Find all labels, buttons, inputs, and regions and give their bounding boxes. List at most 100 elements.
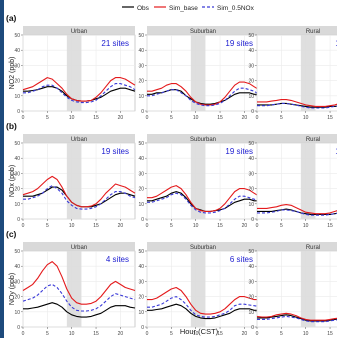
series-line-sim-0-5nox <box>23 185 136 210</box>
facet-urban: Urban 0 10 20 30 40 50 0 5 10 15 20 21 sites <box>14 26 136 121</box>
x-tick-label: 10 <box>193 223 199 229</box>
x-tick-label: 10 <box>303 331 309 337</box>
y-tick-label: 10 <box>248 94 254 100</box>
shaded-period <box>66 143 82 219</box>
panel-label: (c) <box>6 229 17 239</box>
y-tick-label: 30 <box>248 279 254 285</box>
facet-title: Suburban <box>190 29 216 35</box>
x-tick-label: 5 <box>170 223 173 229</box>
x-tick-label: 20 <box>242 331 248 337</box>
legend-base-label: Sim_base <box>169 5 198 12</box>
x-tick-label: 15 <box>327 115 333 121</box>
x-tick-label: 10 <box>69 331 75 337</box>
y-tick-label: 10 <box>138 202 144 208</box>
facet-strip <box>147 26 259 35</box>
y-tick-label: 40 <box>14 156 20 162</box>
y-tick-label: 30 <box>138 171 144 177</box>
facet-rural: Rural010203040500510152014 sites <box>248 26 337 121</box>
series-line-obs <box>257 314 337 322</box>
x-tick-label: 5 <box>280 115 283 121</box>
y-tick-label: 40 <box>248 48 254 54</box>
panel-label: (b) <box>6 121 17 131</box>
x-tick-label: 20 <box>118 223 124 229</box>
x-tick-label: 5 <box>46 115 49 121</box>
y-tick-label: 50 <box>138 141 144 147</box>
y-tick-label: 0 <box>17 217 20 223</box>
facet-title: Suburban <box>190 137 216 143</box>
y-tick-label: 50 <box>14 33 20 39</box>
y-tick-label: 20 <box>138 79 144 85</box>
plot-area <box>256 250 337 328</box>
y-tick-label: 0 <box>17 109 20 115</box>
y-tick-label: 30 <box>138 279 144 285</box>
x-tick-label: 15 <box>327 223 333 229</box>
x-tick-label: 5 <box>280 331 283 337</box>
y-tick-label: 50 <box>248 141 254 147</box>
y-tick-label: 40 <box>138 48 144 54</box>
facet-title: Urban <box>71 245 87 251</box>
facet-rural: Rural01020304050051015206 sites <box>248 242 337 337</box>
x-tick-label: 15 <box>93 331 99 337</box>
facet-urban: Urban 0 10 20 30 40 50 0 5 10 15 20 4 sites <box>14 242 136 337</box>
x-tick-label: 0 <box>146 223 149 229</box>
y-tick-label: 50 <box>138 249 144 255</box>
y-tick-label: 20 <box>248 295 254 301</box>
x-tick-label: 0 <box>256 331 259 337</box>
y-tick-label: 20 <box>14 79 20 85</box>
series-line-obs <box>257 102 337 108</box>
y-tick-label: 40 <box>14 264 20 270</box>
y-tick-label: 0 <box>17 325 20 331</box>
x-tick-label: 20 <box>118 115 124 121</box>
y-tick-label: 10 <box>248 310 254 316</box>
series-line-sim-0-5nox <box>257 102 337 109</box>
series-line-sim-base <box>257 99 337 107</box>
series-line-sim-base <box>257 204 337 215</box>
facet-title: Suburban <box>190 245 216 251</box>
y-tick-label: 0 <box>141 109 144 115</box>
x-tick-label: 5 <box>46 331 49 337</box>
y-tick-label: 30 <box>14 171 20 177</box>
y-tick-label: 20 <box>14 187 20 193</box>
y-tick-label: 20 <box>248 79 254 85</box>
x-tick-label: 10 <box>193 115 199 121</box>
facet-suburban: Suburban 0 10 20 30 40 50 0 5 10 15 20 6 sites <box>138 242 260 337</box>
x-tick-label: 0 <box>256 223 259 229</box>
series-line-sim-base <box>22 175 136 208</box>
series-line-sim-base <box>147 81 260 106</box>
x-tick-label: 5 <box>170 115 173 121</box>
facet-title: Rural <box>306 245 320 251</box>
series-line-obs <box>257 208 337 215</box>
y-tick-label: 50 <box>14 249 20 255</box>
y-tick-label: 50 <box>248 249 254 255</box>
shaded-period <box>66 251 82 327</box>
x-tick-label: 0 <box>22 115 25 121</box>
x-axis-title: Hour (CST) <box>180 327 219 336</box>
series-line-obs <box>23 302 136 318</box>
facet-strip <box>147 242 259 251</box>
site-count: 6 sites <box>230 255 253 264</box>
series-line-sim-0-5nox <box>147 87 260 107</box>
x-tick-label: 10 <box>303 115 309 121</box>
series-line-obs <box>147 303 259 320</box>
x-tick-label: 0 <box>22 331 25 337</box>
y-tick-label: 20 <box>138 187 144 193</box>
facet-strip <box>257 26 337 35</box>
y-tick-label: 10 <box>138 310 144 316</box>
y-tick-label: 10 <box>14 202 20 208</box>
facet-title: Urban <box>71 29 87 35</box>
y-tick-label: 20 <box>14 295 20 301</box>
series-line-sim-0-5nox <box>147 192 260 214</box>
legend-half-label: Sim_0.5NOx <box>217 5 255 12</box>
x-tick-label: 0 <box>22 223 25 229</box>
site-count: 12 sites <box>335 147 337 156</box>
facet-strip <box>23 26 135 35</box>
x-tick-label: 15 <box>327 331 333 337</box>
series-line-sim-base <box>22 77 136 102</box>
y-tick-label: 40 <box>14 48 20 54</box>
y-tick-label: 0 <box>251 325 254 331</box>
y-tick-label: 0 <box>141 325 144 331</box>
